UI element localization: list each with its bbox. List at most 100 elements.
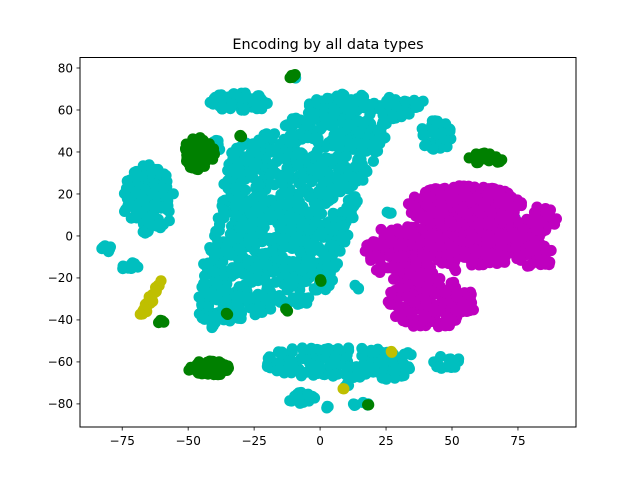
scatter-point — [451, 290, 463, 303]
scatter-point — [404, 268, 416, 280]
scatter-point — [269, 276, 281, 288]
scatter-point — [379, 132, 391, 144]
scatter-point — [436, 257, 448, 269]
scatter-point — [298, 172, 310, 185]
scatter-point — [485, 207, 497, 219]
scatter-point — [326, 274, 338, 286]
scatter-point — [321, 400, 333, 412]
scatter-point — [245, 223, 257, 235]
scatter-point — [361, 245, 373, 257]
scatter-point — [496, 256, 508, 268]
series-3 — [134, 275, 398, 395]
scatter-point — [531, 201, 543, 213]
scatter-point — [436, 127, 448, 139]
scatter-point — [200, 151, 212, 163]
scatter-point — [126, 257, 139, 269]
scatter-point — [167, 188, 179, 200]
scatter-point — [369, 346, 381, 358]
scatter-point — [232, 232, 244, 244]
scatter-point — [281, 305, 294, 317]
scatter-point — [217, 204, 229, 216]
scatter-point — [234, 266, 246, 278]
scatter-point — [333, 164, 345, 176]
scatter-point — [399, 364, 412, 376]
scatter-point — [374, 100, 386, 112]
scatter-point — [313, 124, 325, 136]
scatter-point — [249, 195, 261, 207]
scatter-point — [360, 164, 372, 176]
scatter-point — [217, 195, 229, 208]
y-tick-label: −60 — [48, 355, 73, 369]
y-tick-label: −80 — [48, 397, 73, 411]
scatter-point — [357, 359, 369, 371]
scatter-point — [368, 362, 380, 374]
scatter-point — [290, 117, 302, 129]
scatter-point — [433, 215, 446, 227]
scatter-point — [465, 253, 477, 265]
scatter-point — [331, 90, 343, 102]
series-1 — [359, 180, 563, 333]
scatter-point — [328, 129, 340, 141]
scatter-point — [210, 292, 222, 305]
scatter-point — [301, 297, 313, 309]
scatter-point — [279, 153, 291, 165]
scatter-point — [387, 260, 399, 272]
scatter-point — [285, 273, 297, 285]
scatter-point — [233, 302, 245, 314]
scatter-point — [288, 363, 300, 375]
scatter-point — [136, 206, 148, 219]
scatter-point — [322, 166, 334, 178]
scatter-point — [314, 274, 327, 286]
scatter-point — [252, 259, 264, 271]
scatter-point — [389, 99, 401, 111]
scatter-point — [383, 207, 395, 219]
axes-frame — [79, 57, 577, 428]
scatter-point — [326, 239, 338, 251]
x-tick-label: −50 — [176, 434, 201, 448]
scatter-point — [477, 259, 489, 271]
scatter-point — [134, 308, 146, 320]
scatter-point — [163, 215, 175, 227]
scatter-point — [352, 115, 364, 127]
scatter-point — [267, 159, 279, 171]
scatter-point — [434, 361, 446, 373]
scatter-point — [230, 183, 242, 195]
scatter-point — [292, 202, 304, 215]
scatter-point — [244, 302, 256, 314]
y-tick-label: −20 — [48, 271, 73, 285]
scatter-point — [275, 188, 287, 200]
scatter-point — [448, 262, 460, 274]
scatter-point — [199, 313, 211, 325]
scatter-point — [144, 218, 157, 230]
scatter-point — [284, 225, 297, 237]
scatter-point — [293, 394, 305, 406]
scatter-point — [434, 241, 447, 253]
points-layer — [96, 69, 563, 414]
scatter-point — [309, 241, 321, 253]
scatter-point — [163, 205, 175, 217]
scatter-point — [501, 197, 513, 209]
scatter-point — [286, 69, 298, 82]
scatter-point — [244, 207, 257, 219]
scatter-point — [494, 213, 506, 225]
x-tick-label: 75 — [510, 434, 525, 448]
scatter-point — [417, 129, 429, 141]
scatter-point — [399, 95, 411, 107]
scatter-point — [471, 192, 483, 204]
y-tick-label: 20 — [58, 187, 73, 201]
y-tick-label: 0 — [65, 229, 73, 243]
scatter-point — [420, 139, 432, 151]
scatter-point — [209, 250, 221, 262]
scatter-point — [259, 274, 271, 286]
scatter-point — [336, 220, 348, 232]
scatter-point — [483, 218, 495, 230]
scatter-point — [435, 351, 447, 363]
scatter-point — [459, 207, 471, 219]
scatter-point — [320, 346, 332, 358]
scatter-point — [322, 194, 334, 206]
scatter-point — [434, 305, 446, 317]
scatter-point — [207, 355, 219, 367]
scatter-point — [444, 239, 456, 252]
scatter-point — [377, 116, 389, 128]
scatter-point — [311, 94, 323, 106]
